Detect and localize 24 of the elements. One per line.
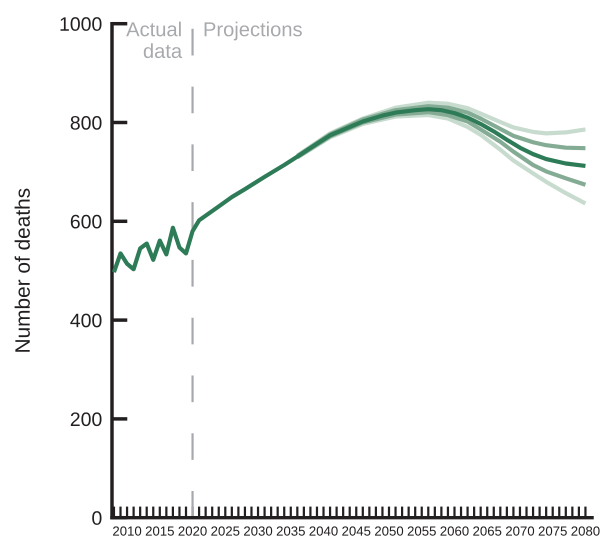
annotation: Actual data [126,22,182,58]
y-tick-label: 200 [70,412,102,426]
x-tick-label: 2070 [506,526,534,536]
x-tick-label: 2040 [310,526,338,536]
x-tick-label: 2035 [276,526,305,536]
y-tick-label: 1000 [60,17,102,31]
x-tick-label: 2065 [473,526,502,536]
x-tick-label: 2015 [146,526,174,536]
x-tick-label: 2020 [178,526,207,536]
y-tick-label: 400 [70,314,102,328]
annotation: Projections [204,22,302,40]
x-tick-label: 2055 [408,526,436,536]
y-tick-label: 0 [92,511,102,525]
x-tick-label: 2080 [571,526,600,536]
x-tick-label: 2050 [374,526,404,536]
y-tick-label: 800 [70,116,102,130]
x-tick-label: 2045 [342,526,370,536]
x-tick-label: 2075 [538,526,567,536]
y-tick-label: 600 [70,214,102,229]
x-tick-label: 2060 [440,526,469,536]
x-tick-label: 2010 [113,526,142,536]
x-tick-label: 2025 [211,526,240,536]
y-axis-title: Number of deaths [14,188,30,352]
x-tick-label: 2030 [244,526,272,536]
